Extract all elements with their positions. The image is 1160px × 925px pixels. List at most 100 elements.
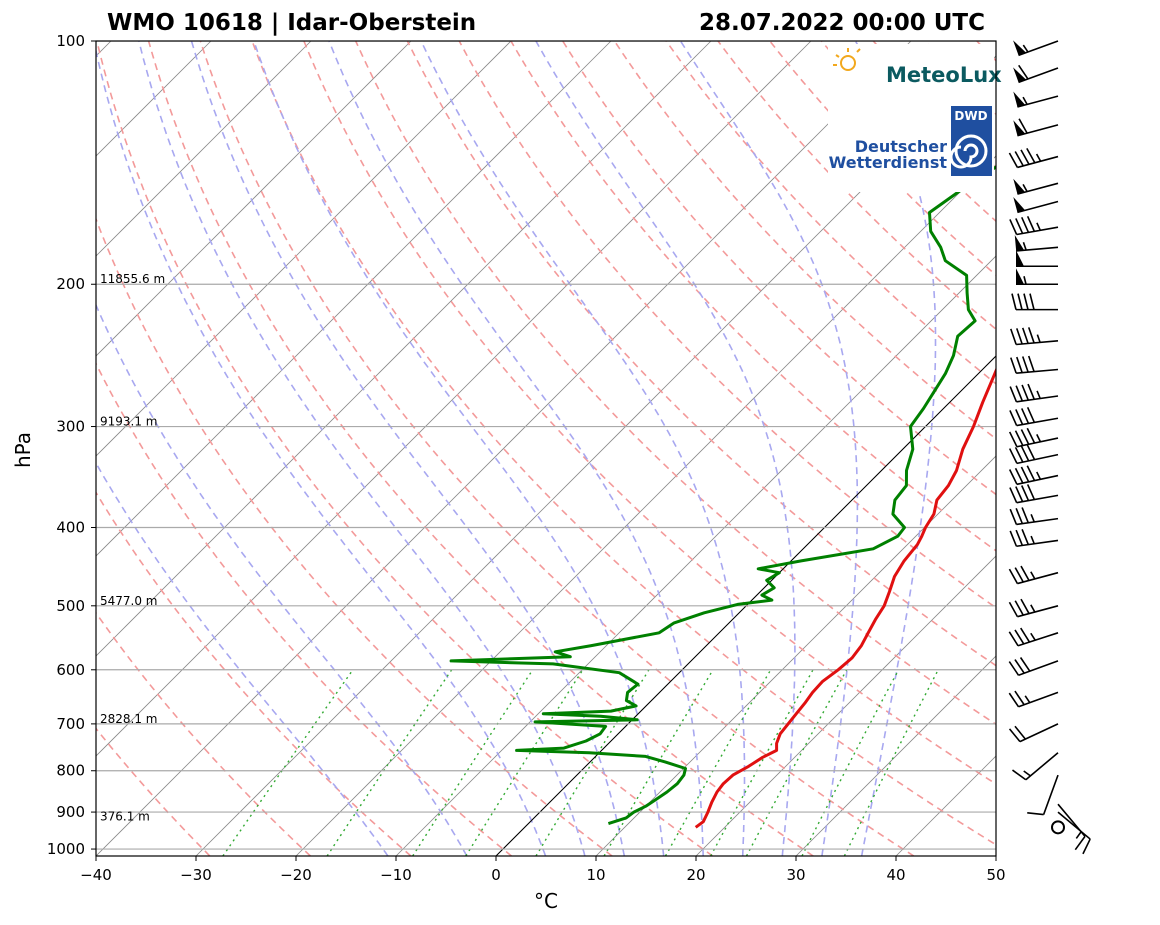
barb-full (1015, 385, 1024, 402)
barb-full (1008, 568, 1019, 584)
dry-adiabat-line (96, 216, 613, 856)
barb-full (1018, 64, 1029, 80)
dry-adiabat-line (199, 41, 915, 856)
isotherm-line (96, 41, 412, 357)
wind-barb (1009, 407, 1059, 427)
barb-full (1009, 530, 1018, 547)
moist-adiabat-line (854, 41, 937, 856)
background-reference-lines (96, 41, 1160, 856)
moist-adiabat-line (253, 41, 665, 856)
wind-barb (1008, 147, 1059, 169)
wind-barb (1057, 803, 1086, 851)
x-tick-label: −40 (80, 866, 112, 884)
x-tick-label: 20 (686, 866, 705, 884)
barb-half (1036, 471, 1042, 480)
barb-full (1029, 293, 1035, 310)
x-tick-label: 30 (786, 866, 805, 884)
barb-full (1012, 769, 1027, 781)
barb-pennant (1014, 234, 1025, 251)
mixing-ratio-line (843, 669, 939, 856)
height-labels: 11855.6 m 9193.1 m 5477.0 m 2828.1 m 376… (100, 272, 165, 823)
moist-adiabat-line (96, 461, 389, 856)
moist-adiabat-line (96, 303, 468, 856)
barb-staff (1016, 340, 1059, 346)
dewpoint-profile-line (449, 165, 996, 826)
dry-adiabat-line (1029, 41, 1160, 856)
barb-full (1020, 149, 1030, 165)
barb-full (1008, 661, 1020, 676)
barb-full (1020, 565, 1030, 581)
y-tick-label: 700 (56, 715, 85, 733)
barb-staff (1016, 417, 1059, 427)
dwd-logo-line2: Wetterdienst (829, 153, 948, 172)
wind-barb (1008, 444, 1059, 465)
wind-barb (1009, 507, 1059, 526)
barb-half (1030, 632, 1036, 641)
wind-barbs (1008, 40, 1091, 855)
moist-adiabat-line (328, 41, 704, 856)
y-tick-label: 200 (56, 275, 85, 293)
barb-staff (1016, 368, 1059, 374)
wind-barb (1013, 178, 1059, 195)
barb-full (1023, 293, 1029, 310)
wind-barb (1008, 598, 1059, 618)
y-tick-label: 900 (56, 803, 85, 821)
barb-full (1026, 444, 1036, 460)
dry-adiabat-line (251, 41, 996, 846)
chart-title-time: 28.07.2022 00:00 UTC (699, 10, 985, 36)
dry-adiabat-line (976, 41, 996, 62)
y-tick-label: 800 (56, 762, 85, 780)
barb-full (1020, 598, 1030, 614)
mixing-ratio-line (222, 669, 354, 856)
y-axis-ticks: 100 200 300 400 500 600 700 800 900 1000 (47, 32, 96, 858)
barb-full (1014, 659, 1025, 674)
barb-full (1014, 600, 1024, 616)
wind-barb (1051, 820, 1065, 835)
dry-adiabat-line (96, 611, 311, 856)
wind-barb (1008, 690, 1059, 708)
barb-staff (1016, 395, 1059, 403)
isotherm-line (96, 41, 612, 557)
barb-staff (1042, 774, 1059, 815)
barb-staff (1018, 691, 1059, 708)
barb-pennant (1016, 250, 1024, 267)
wind-barb (1008, 565, 1059, 585)
barb-full (1014, 151, 1024, 167)
wind-barb (1013, 64, 1059, 84)
barb-full (1015, 508, 1024, 524)
dwd-badge (951, 106, 992, 176)
barb-pennant (1013, 67, 1027, 83)
barb-half (1023, 770, 1031, 777)
isotherm-line (695, 555, 996, 856)
barb-staff (1017, 632, 1059, 647)
height-label-925: 376.1 m (100, 810, 150, 824)
chart-title-station: WMO 10618 | Idar-Oberstein (107, 10, 476, 36)
y-tick-label: 500 (56, 597, 85, 615)
barb-full (1010, 328, 1017, 345)
barb-full (1014, 567, 1024, 583)
barb-full (1008, 601, 1019, 618)
barb-full (1027, 812, 1044, 816)
wind-barb (1009, 215, 1059, 236)
x-tick-label: 50 (986, 866, 1005, 884)
barb-full (1020, 466, 1030, 483)
barb-full (1014, 629, 1025, 645)
barb-full (1008, 631, 1019, 647)
isotherm-line (795, 655, 996, 856)
wind-barb (1008, 723, 1059, 743)
barb-full (1011, 293, 1017, 310)
barb-full (1074, 835, 1086, 851)
dry-adiabat-line (458, 41, 996, 609)
barb-staff (1057, 811, 1091, 840)
barb-full (1027, 355, 1035, 372)
height-label-300: 9193.1 m (100, 415, 158, 429)
height-label-200: 11855.6 m (100, 272, 165, 286)
wind-barb (1009, 383, 1059, 403)
barb-full (1009, 487, 1018, 503)
barb-full (1010, 357, 1017, 374)
wind-barb (1016, 250, 1058, 268)
wind-barb (1014, 234, 1059, 252)
barb-full (1021, 356, 1029, 373)
barb-pennant (1013, 91, 1026, 107)
wind-barb (1027, 774, 1059, 816)
